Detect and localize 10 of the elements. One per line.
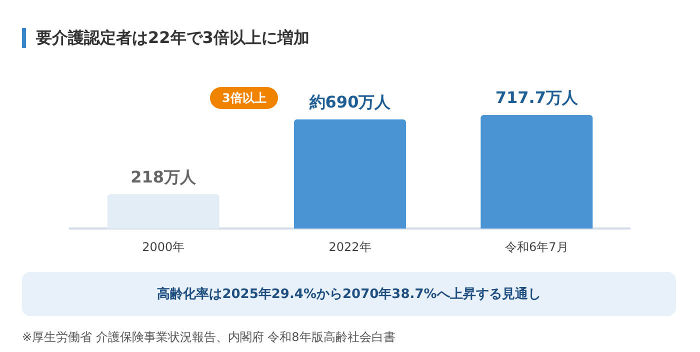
data-label: 約690万人 (308, 92, 392, 112)
text: 高齢化率は2025年29.4%から2070年38.7%へ上昇する見通し (22, 272, 676, 316)
data-label: 717.7万人 (495, 88, 579, 108)
data-label: 218万人 (130, 167, 198, 186)
x-tick-label: 2000年 (142, 240, 185, 254)
chart-title: 要介護認定者は22年で3倍以上に増加 (22, 28, 310, 48)
x-tick-label: 2022年 (328, 240, 372, 254)
x-tick-label: 令和6年7月 (505, 240, 568, 254)
text: 3倍以上 (210, 87, 278, 109)
text: ※厚生労働省 介護保険事業状況報告、内閣府 令和8年版高齢社会白書 (22, 329, 396, 346)
